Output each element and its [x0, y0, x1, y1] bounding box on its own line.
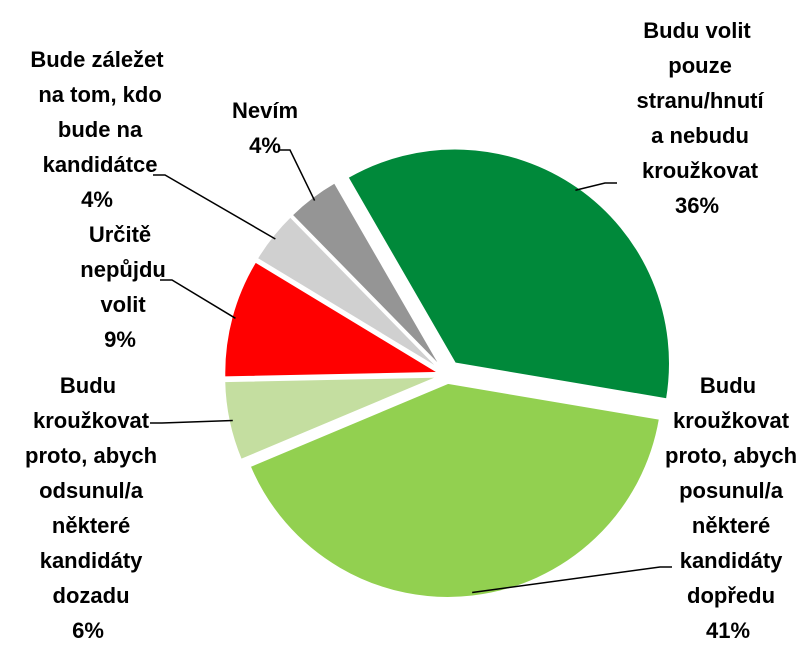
category-label: Budu kroužkovat proto, abych posunul/a n… [659, 373, 797, 608]
label-line: Nevím [232, 98, 298, 123]
label-line: stranu/hnutí [630, 88, 764, 113]
label-line: pouze [662, 53, 732, 78]
label-line: kroužkovat [27, 408, 150, 433]
label-line: volit [94, 292, 146, 317]
label-line: bude na [52, 117, 143, 142]
value-label: 36% [675, 193, 719, 218]
leader-line [575, 182, 617, 191]
category-label: Budu volit pouze stranu/hnutí a nebudu k… [630, 18, 764, 183]
pie-slice [346, 147, 671, 401]
label-line: Budu [60, 373, 116, 398]
value-label: 4% [81, 187, 113, 212]
label-line: Budu volit [643, 18, 751, 43]
label-line: kandidátce [36, 152, 157, 177]
label-line: a nebudu [645, 123, 749, 148]
category-label: Určitě nepůjdu volit [74, 222, 166, 317]
label-line: na tom, kdo [32, 82, 162, 107]
value-label: 9% [104, 327, 136, 352]
leader-line [472, 566, 672, 594]
label-line: kroužkovat [667, 408, 790, 433]
pie-slice [248, 381, 662, 599]
label-line: dozadu [46, 583, 129, 608]
label-line: posunul/a [673, 478, 784, 503]
label-line: dopředu [681, 583, 775, 608]
pie-slice [290, 181, 444, 370]
label-line: nepůjdu [74, 257, 166, 282]
label-line: proto, abych [659, 443, 797, 468]
leader-line [153, 174, 276, 240]
label-line: kandidáty [34, 548, 144, 573]
value-label: 6% [72, 618, 104, 643]
label-line: odsunul/a [33, 478, 144, 503]
label-line: kandidáty [674, 548, 784, 573]
label-line: některé [46, 513, 130, 538]
leader-line [160, 279, 236, 319]
label-line: některé [686, 513, 770, 538]
category-label: Nevím [232, 98, 298, 123]
category-label: Bude záležet na tom, kdo bude na kandidá… [30, 47, 164, 177]
label-line: Určitě [89, 222, 151, 247]
value-label: 41% [706, 618, 750, 643]
label-line: Budu [700, 373, 756, 398]
value-label: 4% [249, 133, 281, 158]
leader-line [150, 419, 233, 424]
category-label: Budu kroužkovat proto, abych odsunul/a n… [19, 373, 157, 608]
leader-line [278, 149, 316, 201]
pie-slice [223, 260, 443, 379]
label-line: kroužkovat [636, 158, 759, 183]
label-line: Bude záležet [30, 47, 164, 72]
label-line: proto, abych [19, 443, 157, 468]
